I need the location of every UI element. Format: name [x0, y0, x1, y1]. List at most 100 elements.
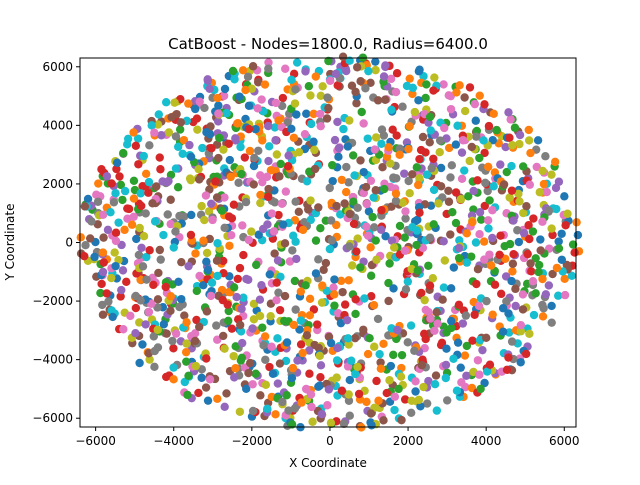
- scatter-point: [315, 109, 325, 119]
- scatter-point: [94, 179, 103, 188]
- scatter-point: [381, 95, 390, 104]
- scatter-point: [236, 356, 246, 365]
- scatter-point: [313, 320, 322, 329]
- scatter-point: [502, 365, 512, 375]
- scatter-point: [291, 197, 300, 206]
- scatter-point: [538, 312, 548, 321]
- scatter-point: [306, 196, 315, 205]
- scatter-point: [184, 371, 193, 381]
- scatter-point: [322, 114, 332, 123]
- scatter-point: [471, 116, 480, 125]
- scatter-point: [485, 360, 495, 369]
- scatter-point: [522, 202, 531, 211]
- scatter-point: [287, 124, 296, 134]
- scatter-point: [90, 252, 99, 262]
- scatter-point: [272, 150, 282, 159]
- scatter-point: [506, 115, 515, 124]
- scatter-point: [318, 82, 327, 91]
- scatter-point: [98, 300, 107, 310]
- scatter-point: [386, 74, 396, 84]
- scatter-point: [351, 87, 360, 97]
- scatter-point: [185, 174, 195, 183]
- scatter-point: [475, 370, 484, 379]
- scatter-point: [325, 183, 334, 193]
- scatter-point: [166, 195, 175, 204]
- scatter-point: [328, 176, 337, 186]
- scatter-point: [391, 87, 401, 97]
- scatter-point: [314, 343, 323, 353]
- scatter-point: [260, 80, 270, 89]
- scatter-point: [191, 104, 200, 114]
- scatter-point: [437, 338, 447, 348]
- scatter-point: [416, 402, 425, 411]
- scatter-point: [447, 161, 457, 170]
- scatter-point: [239, 293, 248, 302]
- scatter-point: [135, 223, 144, 233]
- scatter-point: [462, 341, 472, 351]
- scatter-point: [440, 123, 449, 133]
- scatter-point: [241, 197, 251, 207]
- scatter-point: [306, 215, 315, 225]
- scatter-point: [511, 284, 520, 294]
- scatter-point: [504, 353, 513, 362]
- scatter-point: [294, 207, 304, 217]
- scatter-point: [272, 278, 281, 287]
- scatter-point: [366, 271, 376, 280]
- scatter-point: [526, 148, 535, 158]
- scatter-point: [386, 159, 395, 168]
- scatter-point: [563, 209, 572, 218]
- scatter-point: [379, 416, 388, 425]
- scatter-point: [395, 150, 404, 159]
- scatter-point: [370, 145, 379, 154]
- scatter-point: [371, 186, 380, 195]
- scatter-point: [509, 216, 518, 225]
- scatter-point: [264, 64, 273, 73]
- scatter-point: [471, 238, 481, 247]
- scatter-point: [269, 227, 279, 236]
- scatter-point: [336, 318, 346, 328]
- scatter-point: [231, 364, 240, 373]
- scatter-point: [516, 358, 525, 367]
- scatter-point: [169, 243, 178, 252]
- scatter-point: [184, 99, 193, 108]
- scatter-point: [412, 240, 421, 250]
- scatter-point: [325, 76, 335, 85]
- scatter-point: [547, 301, 556, 311]
- scatter-point: [297, 398, 306, 407]
- scatter-point: [281, 187, 291, 196]
- scatter-point: [432, 406, 442, 415]
- scatter-point: [401, 207, 410, 216]
- y-tick-label: −4000: [32, 353, 73, 367]
- scatter-point: [309, 137, 318, 146]
- scatter-point: [206, 291, 216, 301]
- scatter-point: [505, 239, 515, 249]
- scatter-point: [180, 377, 190, 387]
- scatter-point: [224, 316, 233, 326]
- scatter-point: [296, 316, 306, 325]
- scatter-point: [485, 196, 494, 205]
- scatter-point: [347, 356, 356, 365]
- scatter-point: [317, 409, 327, 419]
- scatter-point: [416, 145, 426, 155]
- scatter-point: [473, 265, 483, 274]
- scatter-point: [175, 211, 184, 221]
- scatter-point: [420, 295, 429, 305]
- scatter-point: [123, 204, 132, 213]
- scatter-point: [557, 255, 567, 264]
- scatter-point: [116, 180, 126, 190]
- scatter-point: [287, 373, 297, 383]
- scatter-point: [195, 271, 204, 281]
- scatter-point: [229, 351, 238, 361]
- scatter-point: [447, 316, 456, 326]
- scatter-point: [169, 344, 178, 353]
- scatter-point: [102, 172, 112, 181]
- scatter-point: [359, 167, 368, 177]
- scatter-point: [382, 388, 391, 398]
- scatter-point: [93, 197, 103, 206]
- scatter-point: [484, 121, 494, 131]
- scatter-point: [417, 288, 426, 298]
- scatter-point: [141, 169, 151, 178]
- scatter-point: [204, 207, 214, 216]
- scatter-point: [480, 100, 489, 109]
- scatter-point: [169, 363, 178, 372]
